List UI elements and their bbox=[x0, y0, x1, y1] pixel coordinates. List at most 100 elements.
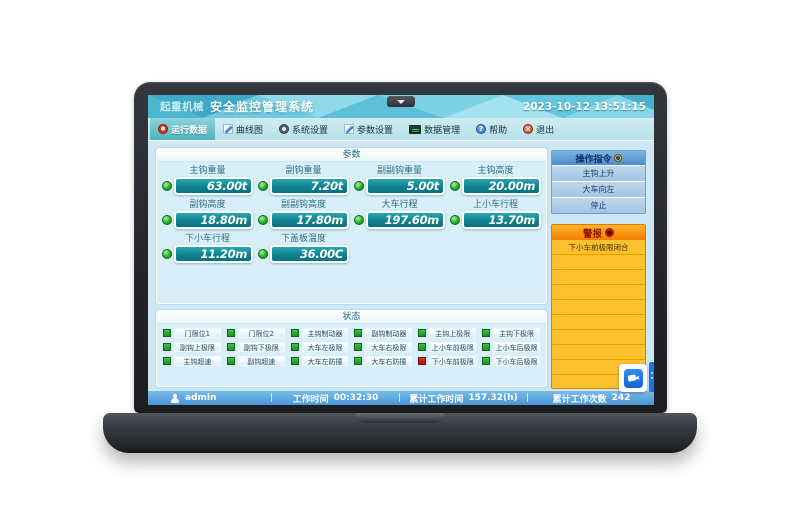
status-led bbox=[418, 343, 427, 351]
param-value: 18.80m bbox=[174, 211, 253, 229]
menu-item-help[interactable]: ? 帮助 bbox=[468, 118, 515, 140]
total-time-label: 累计工作时间 bbox=[409, 394, 464, 405]
app-window: 起重机械 安全监控管理系统 2023-10-12 13:51:15 运行数据 曲… bbox=[148, 95, 654, 405]
alarm-title-text: 警报 bbox=[582, 228, 602, 240]
parameters-panel-title: 参数 bbox=[157, 149, 546, 162]
status-item: 大车左防撞 bbox=[290, 356, 349, 366]
param-led bbox=[162, 181, 172, 191]
alarm-empty-row bbox=[552, 270, 645, 285]
collapse-dropdown-button[interactable] bbox=[387, 96, 415, 107]
status-item: 主钩上极限 bbox=[418, 328, 477, 338]
param-value: 20.00m bbox=[462, 177, 541, 195]
alarm-empty-row bbox=[552, 360, 645, 375]
status-label: 主钩下极限 bbox=[493, 328, 540, 338]
status-label: 大车右防撞 bbox=[365, 356, 413, 366]
status-item: 副钩上极限 bbox=[163, 342, 221, 352]
menu-bar: 运行数据 曲线图 系统设置 参数设置 数据管理 ? 帮助 bbox=[148, 118, 654, 141]
status-led bbox=[163, 357, 171, 365]
menu-item-exit[interactable]: × 退出 bbox=[515, 118, 562, 140]
total-time-group: 累计工作时间 157.32(h) bbox=[401, 392, 526, 405]
param-label: 上小车行程 bbox=[472, 200, 518, 210]
exit-icon: × bbox=[523, 124, 534, 134]
menu-label: 参数设置 bbox=[357, 125, 394, 136]
menu-label: 数据管理 bbox=[424, 125, 461, 136]
status-led bbox=[290, 357, 299, 365]
command-gantry-left[interactable]: 大车向左 bbox=[552, 181, 645, 197]
param-label: 副副钩高度 bbox=[280, 200, 326, 210]
menu-item-data-management[interactable]: 数据管理 bbox=[401, 118, 468, 140]
total-count-label: 累计工作次数 bbox=[552, 394, 607, 405]
param-label: 副副钩重量 bbox=[376, 166, 422, 176]
param-led bbox=[162, 215, 172, 225]
param-led bbox=[450, 215, 460, 225]
status-item: 主钩制动器 bbox=[290, 328, 349, 338]
status-label: 上小车后极限 bbox=[493, 342, 540, 352]
brand-logo-text: 起重机械 bbox=[160, 101, 204, 113]
alarm-panel-title: 警报 bbox=[552, 225, 645, 240]
status-led bbox=[418, 329, 427, 337]
menu-item-run-data[interactable]: 运行数据 bbox=[150, 118, 216, 140]
laptop-base-notch bbox=[356, 413, 444, 423]
widget-handle[interactable] bbox=[649, 362, 654, 392]
param-value: 5.00t bbox=[366, 177, 445, 195]
param-item: 副钩重量 7.20t bbox=[258, 165, 349, 195]
work-time-group: 工作时间 00:32:30 bbox=[273, 392, 398, 405]
param-value: 17.80m bbox=[270, 211, 349, 229]
gear-icon bbox=[279, 124, 290, 134]
status-led bbox=[226, 343, 235, 351]
user-group: admin bbox=[148, 393, 270, 403]
status-item: 大车右极限 bbox=[354, 342, 413, 352]
command-main-hook-up[interactable]: 主钩上升 bbox=[552, 165, 645, 181]
param-led bbox=[354, 215, 364, 225]
param-value: 36.00C bbox=[270, 245, 349, 263]
param-led bbox=[258, 249, 268, 259]
alarm-row: 下小车前极限闭合 bbox=[552, 240, 645, 255]
status-led bbox=[163, 343, 171, 351]
status-led bbox=[163, 329, 171, 337]
status-label: 主钩制动器 bbox=[301, 328, 349, 338]
param-label: 主钩高度 bbox=[477, 166, 514, 176]
param-item: 下小车行程 11.20m bbox=[162, 233, 253, 263]
status-item: 主钩超速 bbox=[163, 356, 221, 366]
alarm-empty-row bbox=[552, 330, 645, 345]
menu-label: 帮助 bbox=[489, 125, 508, 136]
menu-item-curve-chart[interactable]: 曲线图 bbox=[215, 118, 271, 140]
chevron-down-icon bbox=[397, 99, 405, 104]
status-led bbox=[290, 343, 299, 351]
status-item-alarm: 下小车前极限 bbox=[418, 356, 477, 366]
param-label: 副钩重量 bbox=[285, 166, 322, 176]
param-led bbox=[450, 181, 460, 191]
param-value: 11.20m bbox=[174, 245, 253, 263]
status-led bbox=[290, 329, 299, 337]
param-item: 大车行程 197.60m bbox=[354, 199, 445, 229]
command-stop[interactable]: 停止 bbox=[552, 197, 645, 213]
param-label: 大车行程 bbox=[381, 200, 418, 210]
operation-commands-title: 操作指令 bbox=[552, 151, 645, 165]
param-label: 下盖板温度 bbox=[280, 234, 326, 244]
camera-icon bbox=[623, 368, 643, 388]
status-item: 门限位2 bbox=[226, 328, 285, 338]
param-label: 下小车行程 bbox=[184, 234, 230, 244]
param-item: 副副钩高度 17.80m bbox=[258, 199, 349, 229]
status-label: 门限位1 bbox=[174, 328, 221, 338]
status-label: 大车右极限 bbox=[365, 342, 413, 352]
menu-item-parameter-settings[interactable]: 参数设置 bbox=[336, 118, 401, 140]
status-label: 副钩下极限 bbox=[237, 342, 285, 352]
chart-pen-icon bbox=[223, 124, 234, 134]
total-count-value: 242 bbox=[611, 393, 631, 403]
total-count-group: 累计工作次数 242 bbox=[529, 392, 654, 405]
page-title: 安全监控管理系统 bbox=[210, 100, 315, 114]
param-value: 13.70m bbox=[462, 211, 541, 229]
status-led bbox=[226, 357, 235, 365]
status-label: 副钩上极限 bbox=[174, 342, 221, 352]
status-led bbox=[354, 343, 363, 351]
status-item: 上小车后极限 bbox=[482, 342, 540, 352]
alarm-empty-row bbox=[552, 255, 645, 270]
alarm-empty-row bbox=[552, 285, 645, 300]
user-icon bbox=[170, 393, 180, 403]
widget-button[interactable] bbox=[619, 364, 647, 392]
status-label: 门限位2 bbox=[237, 328, 285, 338]
menu-item-system-settings[interactable]: 系统设置 bbox=[271, 118, 336, 140]
operation-commands-title-text: 操作指令 bbox=[575, 154, 612, 165]
parameters-grid: 主钩重量 63.00t 副钩重量 7.20t 副副钩重量 5.00t bbox=[157, 162, 546, 266]
